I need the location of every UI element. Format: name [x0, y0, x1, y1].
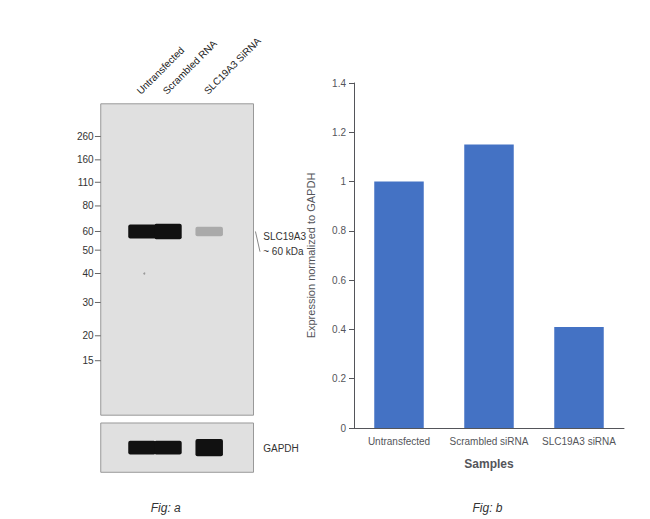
svg-text:110: 110 — [78, 177, 94, 188]
svg-text:Fig: b: Fig: b — [472, 501, 502, 515]
svg-text:Scrambled RNA: Scrambled RNA — [160, 38, 219, 97]
svg-text:Samples: Samples — [464, 457, 514, 471]
svg-text:Fig: a: Fig: a — [151, 501, 181, 515]
svg-text:30: 30 — [82, 297, 94, 308]
svg-text:0.2: 0.2 — [332, 373, 346, 384]
svg-text:160: 160 — [77, 154, 94, 165]
svg-text:15: 15 — [82, 355, 94, 366]
svg-text:0.6: 0.6 — [332, 275, 346, 286]
svg-text:1.2: 1.2 — [332, 127, 346, 138]
svg-text:40: 40 — [82, 268, 94, 279]
svg-text:SLC19A3: SLC19A3 — [263, 231, 306, 242]
svg-text:1.4: 1.4 — [332, 78, 346, 89]
svg-text:0.8: 0.8 — [332, 225, 346, 236]
svg-text:Untransfected: Untransfected — [368, 436, 430, 447]
svg-text:80: 80 — [82, 200, 94, 211]
svg-text:50: 50 — [82, 245, 94, 256]
svg-text:Untransfected: Untransfected — [134, 44, 187, 97]
svg-text:0.4: 0.4 — [332, 324, 346, 335]
svg-text:1: 1 — [340, 176, 346, 187]
svg-text:Scrambled siRNA: Scrambled siRNA — [450, 436, 529, 447]
svg-text:20: 20 — [82, 330, 94, 341]
svg-text:0: 0 — [340, 423, 346, 434]
svg-text:~ 60 kDa: ~ 60 kDa — [263, 246, 304, 257]
svg-text:Expression normalized to GAPDH: Expression normalized to GAPDH — [305, 173, 317, 339]
svg-text:260: 260 — [77, 131, 94, 142]
svg-text:GAPDH: GAPDH — [263, 443, 299, 454]
svg-text:SLC19A3 siRNA: SLC19A3 siRNA — [542, 436, 616, 447]
svg-text:SLC19A3 SiRNA: SLC19A3 SiRNA — [202, 35, 263, 96]
svg-text:60: 60 — [82, 226, 94, 237]
